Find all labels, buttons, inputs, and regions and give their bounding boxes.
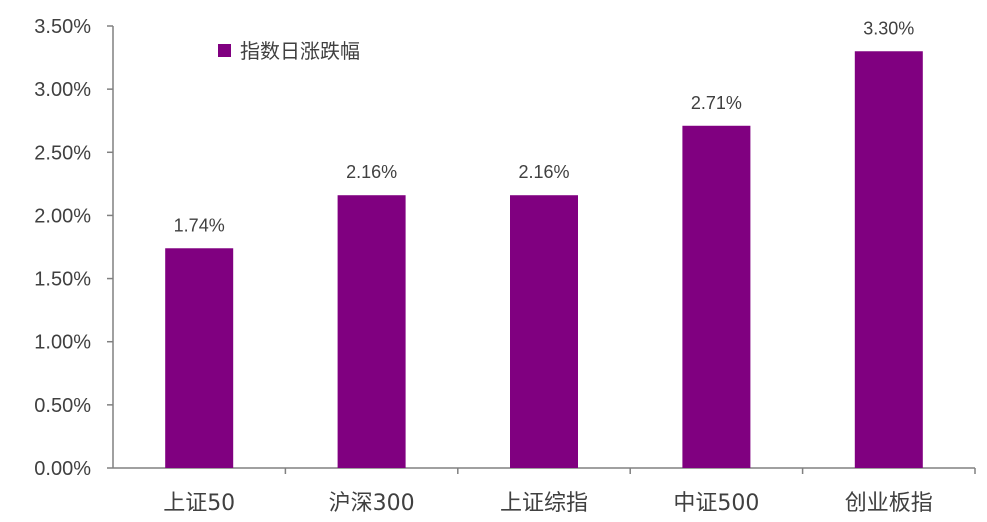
x-axis: 上证50 沪深300 上证综指 中证500 创业板指 bbox=[113, 467, 976, 516]
y-tick-label: 1.50% bbox=[34, 269, 91, 291]
data-label: 2.16% bbox=[346, 162, 397, 182]
y-tick-label: 3.50% bbox=[34, 16, 91, 38]
bar bbox=[337, 195, 406, 469]
x-tick-label: 上证50 bbox=[163, 491, 235, 516]
y-tick-label: 2.50% bbox=[34, 142, 91, 164]
data-labels: 1.74% 2.16% 2.16% 2.71% 3.30% bbox=[174, 18, 915, 235]
data-label: 2.71% bbox=[691, 93, 742, 113]
data-label: 2.16% bbox=[518, 162, 569, 182]
data-label: 3.30% bbox=[863, 18, 914, 38]
legend: 指数日涨跌幅 bbox=[218, 39, 360, 63]
y-tick-label: 0.50% bbox=[34, 395, 91, 417]
y-tick-label: 3.00% bbox=[34, 79, 91, 101]
bar bbox=[682, 125, 751, 468]
bars bbox=[165, 51, 923, 469]
x-tick-label: 中证500 bbox=[673, 491, 759, 516]
y-tick-label: 0.00% bbox=[34, 458, 91, 480]
y-tick-label: 1.00% bbox=[34, 332, 91, 354]
bar bbox=[165, 248, 234, 468]
legend-label: 指数日涨跌幅 bbox=[240, 39, 360, 63]
legend-swatch bbox=[218, 44, 231, 57]
y-tick-label: 2.00% bbox=[34, 205, 91, 227]
bar bbox=[854, 51, 923, 468]
x-tick-label: 沪深300 bbox=[329, 491, 415, 516]
data-label: 1.74% bbox=[174, 215, 225, 235]
x-tick-label: 创业板指 bbox=[845, 491, 933, 516]
bar bbox=[510, 195, 578, 469]
x-tick-label: 上证综指 bbox=[500, 491, 588, 516]
y-axis: 0.00% 0.50% 1.00% 1.50% 2.00% 2.50% 3.00% 3.50% bbox=[34, 16, 114, 480]
